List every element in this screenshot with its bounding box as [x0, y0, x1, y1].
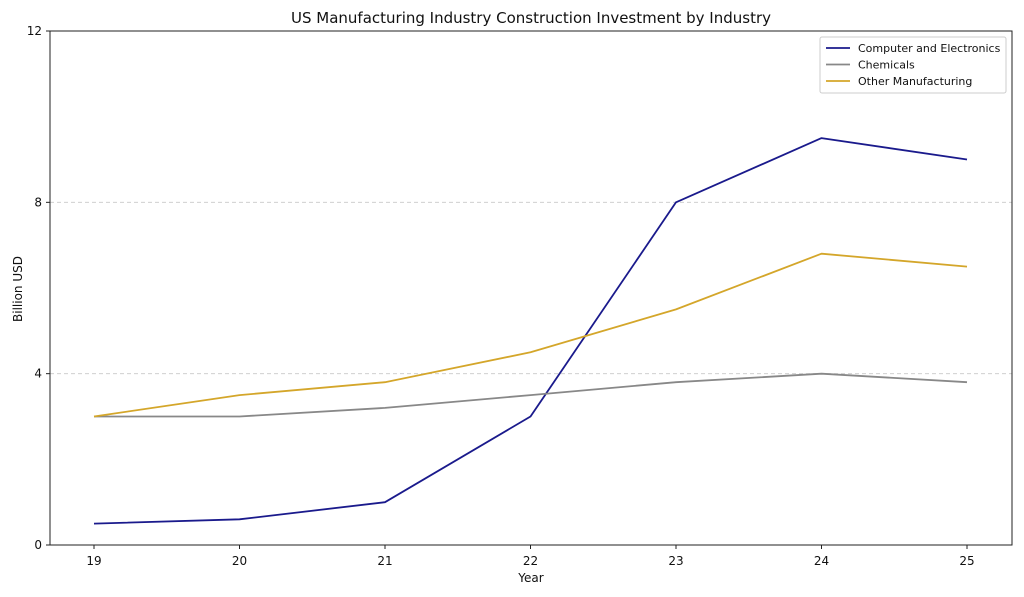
plot-frame	[49, 30, 1013, 546]
legend-label-3: Other Manufacturing	[858, 75, 972, 88]
x-axis-label: Year	[517, 571, 543, 585]
series-lines	[93, 137, 968, 525]
y-tick-label: 12	[27, 24, 42, 38]
x-tick-label: 21	[377, 554, 392, 568]
series-line-3	[93, 252, 968, 418]
x-tick-label: 24	[814, 554, 829, 568]
legend-label-1: Computer and Electronics	[858, 42, 1001, 55]
x-tick-label: 25	[959, 554, 974, 568]
legend: Computer and Electronics Chemicals Other M…	[819, 36, 1007, 94]
legend-box	[819, 36, 1007, 94]
y-tick-label: 0	[34, 538, 42, 552]
chart-title: US Manufacturing Industry Construction I…	[291, 9, 771, 27]
axes: 0 4 8 12 19 20 21 22 23 24 25	[27, 24, 1013, 568]
x-tick-label: 23	[668, 554, 683, 568]
y-tick-label: 8	[34, 195, 42, 209]
x-tick-label: 22	[523, 554, 538, 568]
legend-label-2: Chemicals	[858, 59, 915, 72]
series-line-2	[94, 372, 968, 418]
series-line-1	[93, 137, 968, 525]
y-tick-label: 4	[34, 367, 42, 381]
y-axis-label: Billion USD	[11, 256, 25, 322]
x-tick-label: 20	[232, 554, 247, 568]
gridlines	[50, 201, 1012, 375]
x-tick-label: 19	[86, 554, 101, 568]
